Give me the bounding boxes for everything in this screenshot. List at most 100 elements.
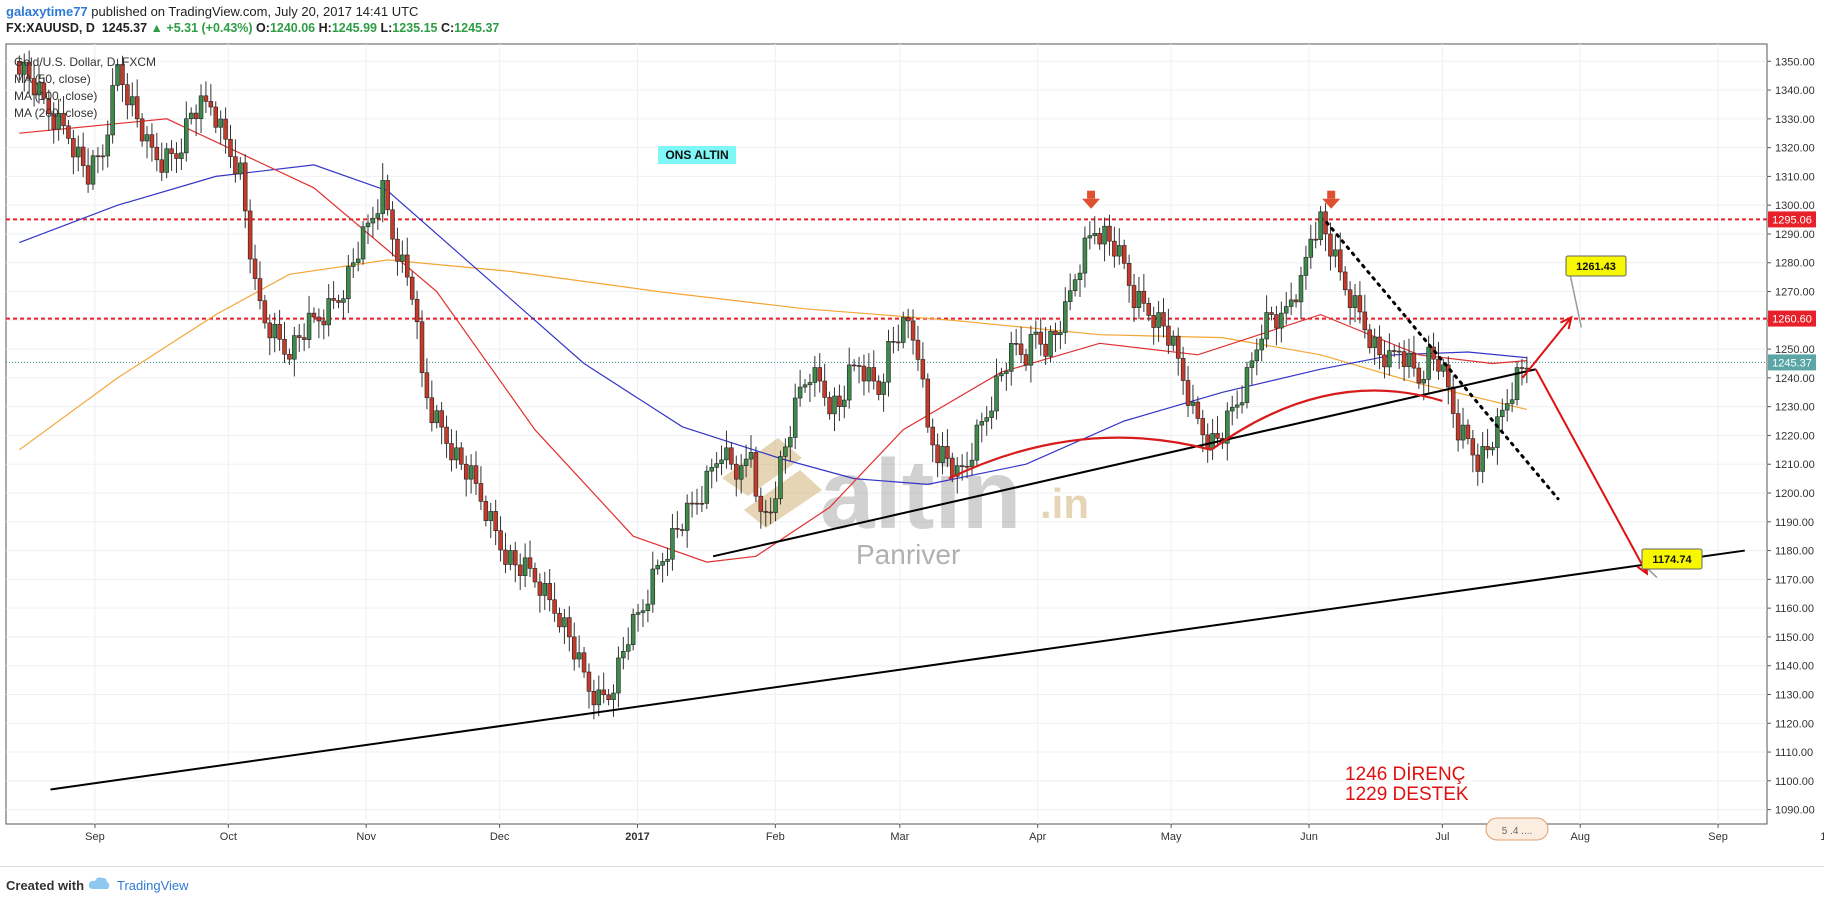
candle-up	[1500, 409, 1505, 418]
candle-down	[1180, 358, 1186, 381]
time-tick-label: Mar	[890, 831, 909, 843]
candle-up	[272, 324, 277, 339]
candle-up	[36, 82, 42, 96]
candle-up	[979, 421, 985, 426]
candle-down	[311, 312, 317, 318]
candle-down	[856, 365, 862, 367]
candle-up	[380, 180, 385, 214]
candle-down	[1131, 285, 1137, 308]
candle-up	[434, 410, 439, 424]
candle-down	[336, 300, 341, 303]
legend-title: Gold/U.S. Dollar, D, FXCM	[14, 55, 156, 69]
candle-down	[17, 60, 22, 75]
candle-up	[797, 386, 803, 399]
candle-up	[1210, 433, 1215, 449]
candle-up	[488, 511, 494, 521]
candle-up	[21, 61, 27, 75]
candle-down	[513, 550, 518, 566]
candle-down	[768, 511, 773, 514]
time-tick-label: Aug	[1570, 831, 1590, 843]
candle-up	[400, 254, 405, 262]
drawings[interactable]	[50, 190, 1745, 791]
price-chart[interactable]: altin .in Panriver 1090.001100.001110.00…	[0, 38, 1824, 868]
candle-down	[287, 353, 292, 360]
candle-up	[346, 266, 351, 300]
price-tick-label: 1240.00	[1775, 373, 1815, 385]
price-axis[interactable]: 1090.00 1100.00 1110.00 1120.00 1130.00 1140.…	[1767, 56, 1816, 817]
price-tick-label: 1230.00	[1775, 402, 1815, 414]
candle-up	[969, 459, 975, 468]
candle-up	[645, 603, 651, 612]
candle-up	[90, 155, 96, 185]
candle-down	[1038, 331, 1043, 345]
price-tick-label: 1350.00	[1775, 56, 1815, 68]
candle-down	[395, 238, 400, 262]
candle-down	[193, 112, 199, 119]
candle-down	[80, 146, 86, 166]
candle-up	[778, 456, 783, 500]
candle-up	[1490, 447, 1495, 451]
candle-up	[783, 446, 788, 457]
candle-down	[439, 410, 444, 428]
candle-down	[405, 254, 410, 278]
level-notes: 1246 DİRENÇ 1229 DESTEK	[1345, 764, 1469, 805]
candle-up	[375, 213, 381, 219]
candle-down	[139, 118, 145, 142]
price-label: 1245.37	[1772, 357, 1812, 369]
candle-up	[1033, 331, 1039, 335]
ons-altin-bg	[658, 146, 736, 164]
candle-up	[974, 424, 980, 461]
candle-up	[576, 652, 582, 660]
candle-down	[925, 378, 931, 428]
candle-up	[1333, 249, 1338, 257]
candle-up	[846, 364, 852, 401]
time-tick-label: Sep	[85, 831, 105, 843]
trendline	[50, 549, 1745, 791]
candle-down	[945, 446, 950, 459]
candle-down	[910, 320, 916, 341]
candle-down	[527, 557, 533, 569]
candle-up	[940, 446, 945, 464]
candle-down	[1367, 329, 1372, 348]
candle-down	[1357, 295, 1363, 313]
candle-up	[1028, 334, 1034, 366]
candle-down	[169, 148, 174, 154]
candle-up	[724, 447, 729, 461]
tradingview-link[interactable]: TradingView	[117, 878, 189, 893]
candle-down	[208, 101, 214, 108]
arrow-head	[1560, 315, 1573, 330]
ons-altin-label: ONS ALTIN	[658, 146, 736, 164]
candle-up	[1190, 401, 1196, 406]
created-with-label: Created with	[6, 878, 85, 893]
candle-down	[517, 564, 523, 576]
candle-down	[915, 339, 921, 360]
candle-down	[753, 452, 759, 497]
candle-down	[449, 443, 454, 461]
target-up-text: 1261.43	[1576, 261, 1616, 273]
projection-arrow	[1521, 316, 1573, 379]
candle-up	[1264, 312, 1269, 340]
time-axis[interactable]: Sep Oct Nov Dec 2017 Feb Mar Apr May Jun Jul Aug Sep…	[85, 824, 1824, 843]
ma200-line	[18, 259, 1528, 451]
candle-up	[1303, 256, 1309, 276]
arrow-down-icon	[1087, 190, 1096, 199]
candle-down	[959, 465, 965, 467]
candle-up	[1156, 312, 1161, 328]
horizontal-levels[interactable]	[6, 218, 1767, 363]
candle-up	[709, 467, 714, 472]
target-down-callout: 1174.74	[1641, 548, 1703, 570]
candle-up	[468, 465, 474, 480]
candle-down	[385, 180, 390, 211]
time-tick-label: Dec	[490, 831, 510, 843]
author-link[interactable]: galaxytime77	[6, 4, 88, 19]
candle-up	[1495, 416, 1500, 448]
price-tick-label: 1250.00	[1775, 344, 1815, 356]
candle-down	[1347, 289, 1353, 308]
candle-down	[586, 671, 592, 692]
price-tick-label: 1290.00	[1775, 229, 1815, 241]
open-value: 1240.06	[269, 21, 316, 35]
candle-down	[1436, 358, 1441, 372]
candle-up	[719, 459, 724, 464]
time-tick-label: 2017	[625, 831, 649, 843]
candle-up	[900, 317, 906, 343]
